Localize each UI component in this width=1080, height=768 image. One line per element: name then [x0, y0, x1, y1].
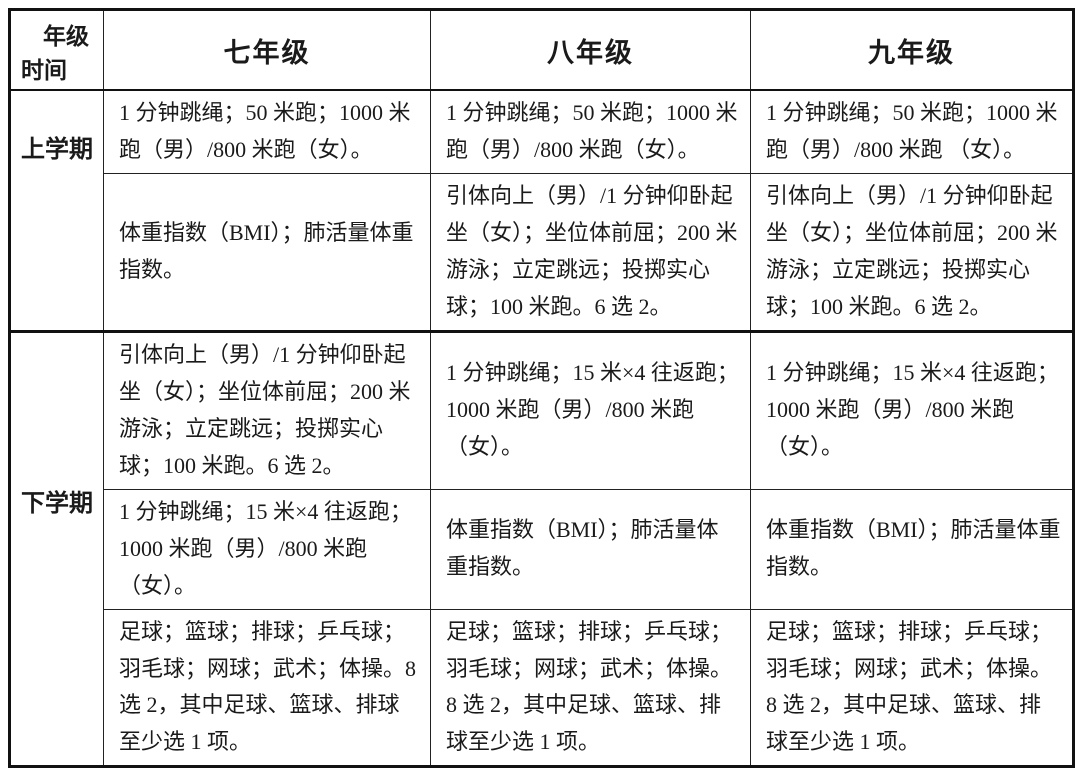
corner-grade-label: 年级: [43, 23, 89, 49]
row-header-second-semester: 下学期: [9, 329, 104, 768]
pe-exam-schedule-table: 年级 时间 七年级 八年级 九年级 上学期 1 分钟跳绳；50 米跑；1000 …: [8, 8, 1075, 768]
first-semester-row-2: 体重指数（BMI）；肺活量体重指数。 引体向上（男）/1 分钟仰卧起坐（女）；坐…: [10, 172, 1074, 332]
corner-header-cell: 年级 时间: [9, 9, 104, 91]
cell-sem2-row3-grade9: 足球；篮球；排球；乒乓球；羽毛球；网球；武术；体操。8 选 2，其中足球、篮球、…: [750, 608, 1074, 768]
column-header-grade8: 八年级: [430, 9, 751, 91]
cell-sem1-row1-grade9: 1 分钟跳绳；50 米跑；1000 米跑（男）/800 米跑 （女）。: [750, 89, 1074, 174]
cell-sem2-row1-grade8: 1 分钟跳绳；15 米×4 往返跑；1000 米跑（男）/800 米跑（女）。: [430, 329, 751, 490]
cell-sem2-row3-grade7: 足球；篮球；排球；乒乓球；羽毛球；网球；武术；体操。8 选 2，其中足球、篮球、…: [103, 608, 431, 768]
second-semester-row-2: 1 分钟跳绳；15 米×4 往返跑；1000 米跑（男）/800 米跑 （女）。…: [10, 488, 1074, 610]
cell-sem1-row2-grade9: 引体向上（男）/1 分钟仰卧起坐（女）；坐位体前屈；200 米游泳；立定跳远；投…: [750, 172, 1074, 332]
cell-sem2-row3-grade8: 足球；篮球；排球；乒乓球；羽毛球；网球；武术；体操。8 选 2，其中足球、篮球、…: [430, 608, 751, 768]
corner-time-label: 时间: [21, 57, 67, 83]
column-header-grade9: 九年级: [750, 9, 1074, 91]
cell-sem1-row1-grade8: 1 分钟跳绳；50 米跑；1000 米跑（男）/800 米跑（女）。: [430, 89, 751, 174]
cell-sem2-row2-grade7: 1 分钟跳绳；15 米×4 往返跑；1000 米跑（男）/800 米跑 （女）。: [103, 488, 431, 610]
cell-sem1-row1-grade7: 1 分钟跳绳；50 米跑；1000 米跑（男）/800 米跑（女）。: [103, 89, 431, 174]
second-semester-row-3: 足球；篮球；排球；乒乓球；羽毛球；网球；武术；体操。8 选 2，其中足球、篮球、…: [10, 608, 1074, 768]
second-semester-row-1: 下学期 引体向上（男）/1 分钟仰卧起坐（女）；坐位体前屈；200 米游泳；立定…: [9, 329, 1074, 768]
first-semester-row-1: 上学期 1 分钟跳绳；50 米跑；1000 米跑（男）/800 米跑（女）。 1…: [9, 89, 1074, 332]
cell-sem1-row2-grade7: 体重指数（BMI）；肺活量体重指数。: [103, 172, 431, 332]
row-header-first-semester: 上学期: [9, 89, 104, 332]
column-header-grade7: 七年级: [103, 9, 431, 91]
cell-sem2-row1-grade9: 1 分钟跳绳；15 米×4 往返跑；1000 米跑（男）/800 米跑 （女）。: [750, 329, 1074, 490]
cell-sem1-row2-grade8: 引体向上（男）/1 分钟仰卧起坐（女）；坐位体前屈；200 米游泳；立定跳远；投…: [430, 172, 751, 332]
cell-sem2-row2-grade9: 体重指数（BMI）；肺活量体重指数。: [750, 488, 1074, 610]
cell-sem2-row2-grade8: 体重指数（BMI）；肺活量体重指数。: [430, 488, 751, 610]
cell-sem2-row1-grade7: 引体向上（男）/1 分钟仰卧起坐（女）；坐位体前屈；200 米游泳；立定跳远；投…: [103, 329, 431, 490]
header-row: 年级 时间 七年级 八年级 九年级: [9, 9, 1074, 91]
